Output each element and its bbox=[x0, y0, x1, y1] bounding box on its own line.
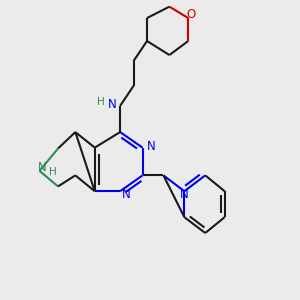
Text: N: N bbox=[180, 188, 189, 201]
Text: N: N bbox=[107, 98, 116, 111]
Text: N: N bbox=[147, 140, 156, 153]
Text: H: H bbox=[97, 97, 105, 107]
Text: N: N bbox=[122, 188, 131, 201]
Text: N: N bbox=[38, 161, 47, 174]
Text: H: H bbox=[49, 167, 57, 176]
Text: O: O bbox=[187, 8, 196, 21]
